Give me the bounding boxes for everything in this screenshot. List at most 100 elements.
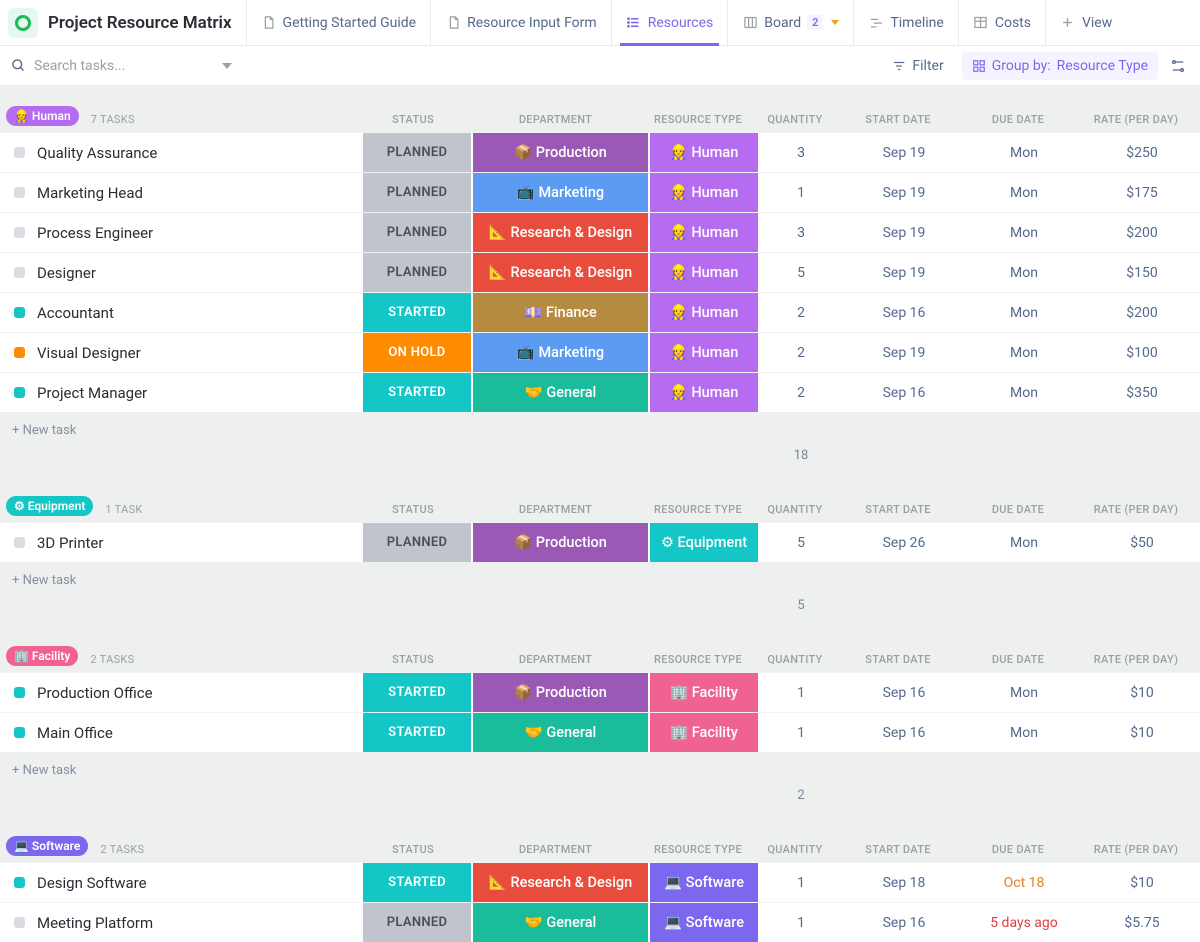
department-pill[interactable]: 💷 Finance [473, 293, 648, 332]
rate-cell[interactable]: $200 [1084, 293, 1200, 332]
page-title[interactable]: Project Resource Matrix [44, 13, 236, 33]
tab-resources[interactable]: Resources [611, 0, 728, 46]
col-start-date[interactable]: START DATE [838, 653, 958, 666]
quantity-cell[interactable]: 2 [758, 373, 844, 412]
status-marker[interactable] [14, 877, 25, 888]
quantity-cell[interactable]: 3 [758, 213, 844, 252]
rate-cell[interactable]: $10 [1084, 863, 1200, 902]
start-date-cell[interactable]: Sep 26 [844, 523, 964, 562]
due-date-cell[interactable]: Mon [964, 213, 1084, 252]
task-name[interactable]: Project Manager [37, 384, 147, 402]
table-row[interactable]: Accountant STARTED 💷 Finance 👷 Human 2 S… [0, 292, 1200, 332]
status-marker[interactable] [14, 227, 25, 238]
col-quantity[interactable]: QUANTITY [752, 503, 838, 516]
department-pill[interactable]: 📦 Production [473, 673, 648, 712]
table-row[interactable]: Main Office STARTED 🤝 General 🏢 Facility… [0, 712, 1200, 752]
task-name[interactable]: Accountant [37, 304, 114, 322]
quantity-cell[interactable]: 1 [758, 903, 844, 942]
table-row[interactable]: 3D Printer PLANNED 📦 Production ⚙ Equipm… [0, 522, 1200, 562]
department-pill[interactable]: 🤝 General [473, 713, 648, 752]
col-status[interactable]: STATUS [359, 653, 467, 666]
status-marker[interactable] [14, 917, 25, 928]
col-quantity[interactable]: QUANTITY [752, 653, 838, 666]
status-pill[interactable]: STARTED [363, 293, 471, 332]
col-resource-type[interactable]: RESOURCE TYPE [644, 843, 752, 856]
task-name[interactable]: Designer [37, 264, 96, 282]
col-start-date[interactable]: START DATE [838, 113, 958, 126]
col-due-date[interactable]: DUE DATE [958, 653, 1078, 666]
col-rate[interactable]: RATE (PER DAY) [1078, 843, 1194, 856]
status-pill[interactable]: PLANNED [363, 253, 471, 292]
start-date-cell[interactable]: Sep 16 [844, 673, 964, 712]
start-date-cell[interactable]: Sep 19 [844, 333, 964, 372]
start-date-cell[interactable]: Sep 16 [844, 713, 964, 752]
status-marker[interactable] [14, 347, 25, 358]
quantity-cell[interactable]: 1 [758, 173, 844, 212]
tab-costs[interactable]: Costs [958, 0, 1045, 46]
new-task-button[interactable]: + New task [0, 752, 1200, 788]
status-pill[interactable]: PLANNED [363, 213, 471, 252]
quantity-cell[interactable]: 1 [758, 673, 844, 712]
due-date-cell[interactable]: Mon [964, 173, 1084, 212]
table-row[interactable]: Quality Assurance PLANNED 📦 Production 👷… [0, 132, 1200, 172]
quantity-cell[interactable]: 5 [758, 253, 844, 292]
group-badge[interactable]: ⚙ Equipment [6, 496, 93, 516]
col-resource-type[interactable]: RESOURCE TYPE [644, 503, 752, 516]
rate-cell[interactable]: $150 [1084, 253, 1200, 292]
col-due-date[interactable]: DUE DATE [958, 503, 1078, 516]
resource-type-pill[interactable]: 👷 Human [650, 133, 758, 172]
rate-cell[interactable]: $250 [1084, 133, 1200, 172]
rate-cell[interactable]: $50 [1084, 523, 1200, 562]
quantity-cell[interactable]: 1 [758, 713, 844, 752]
task-name[interactable]: Main Office [37, 724, 113, 742]
rate-cell[interactable]: $175 [1084, 173, 1200, 212]
quantity-cell[interactable]: 1 [758, 863, 844, 902]
due-date-cell[interactable]: Mon [964, 713, 1084, 752]
department-pill[interactable]: 🤝 General [473, 373, 648, 412]
resource-type-pill[interactable]: 👷 Human [650, 253, 758, 292]
department-pill[interactable]: 📐 Research & Design [473, 253, 648, 292]
status-pill[interactable]: STARTED [363, 713, 471, 752]
department-pill[interactable]: 📐 Research & Design [473, 863, 648, 902]
status-marker[interactable] [14, 387, 25, 398]
tab-resource-input-form[interactable]: Resource Input Form [430, 0, 611, 46]
due-date-cell[interactable]: 5 days ago [964, 903, 1084, 942]
tab-board[interactable]: Board2 [727, 0, 853, 46]
table-row[interactable]: Production Office STARTED 📦 Production 🏢… [0, 672, 1200, 712]
col-rate[interactable]: RATE (PER DAY) [1078, 113, 1194, 126]
rate-cell[interactable]: $350 [1084, 373, 1200, 412]
status-marker[interactable] [14, 267, 25, 278]
table-row[interactable]: Visual Designer ON HOLD 📺 Marketing 👷 Hu… [0, 332, 1200, 372]
resource-type-pill[interactable]: 👷 Human [650, 373, 758, 412]
task-name[interactable]: Visual Designer [37, 344, 141, 362]
table-row[interactable]: Designer PLANNED 📐 Research & Design 👷 H… [0, 252, 1200, 292]
group-badge[interactable]: 💻 Software [6, 836, 88, 856]
due-date-cell[interactable]: Mon [964, 673, 1084, 712]
task-name[interactable]: 3D Printer [37, 534, 103, 552]
status-marker[interactable] [14, 537, 25, 548]
col-status[interactable]: STATUS [359, 113, 467, 126]
table-row[interactable]: Marketing Head PLANNED 📺 Marketing 👷 Hum… [0, 172, 1200, 212]
table-row[interactable]: Meeting Platform PLANNED 🤝 General 💻 Sof… [0, 902, 1200, 942]
filter-button[interactable]: Filter [882, 52, 953, 80]
col-due-date[interactable]: DUE DATE [958, 843, 1078, 856]
chevron-down-icon[interactable] [222, 63, 232, 69]
department-pill[interactable]: 📦 Production [473, 523, 648, 562]
status-marker[interactable] [14, 147, 25, 158]
col-start-date[interactable]: START DATE [838, 503, 958, 516]
department-pill[interactable]: 📺 Marketing [473, 333, 648, 372]
status-pill[interactable]: ON HOLD [363, 333, 471, 372]
department-pill[interactable]: 🤝 General [473, 903, 648, 942]
col-quantity[interactable]: QUANTITY [752, 843, 838, 856]
status-pill[interactable]: PLANNED [363, 903, 471, 942]
table-row[interactable]: Project Manager STARTED 🤝 General 👷 Huma… [0, 372, 1200, 412]
task-name[interactable]: Meeting Platform [37, 914, 153, 932]
col-start-date[interactable]: START DATE [838, 843, 958, 856]
group-badge[interactable]: 🏢 Facility [6, 646, 78, 666]
resource-type-pill[interactable]: 💻 Software [650, 863, 758, 902]
search-input[interactable] [34, 58, 214, 74]
settings-icon[interactable] [1166, 52, 1190, 80]
resource-type-pill[interactable]: ⚙ Equipment [650, 523, 758, 562]
col-department[interactable]: DEPARTMENT [467, 503, 644, 516]
task-name[interactable]: Design Software [37, 874, 147, 892]
